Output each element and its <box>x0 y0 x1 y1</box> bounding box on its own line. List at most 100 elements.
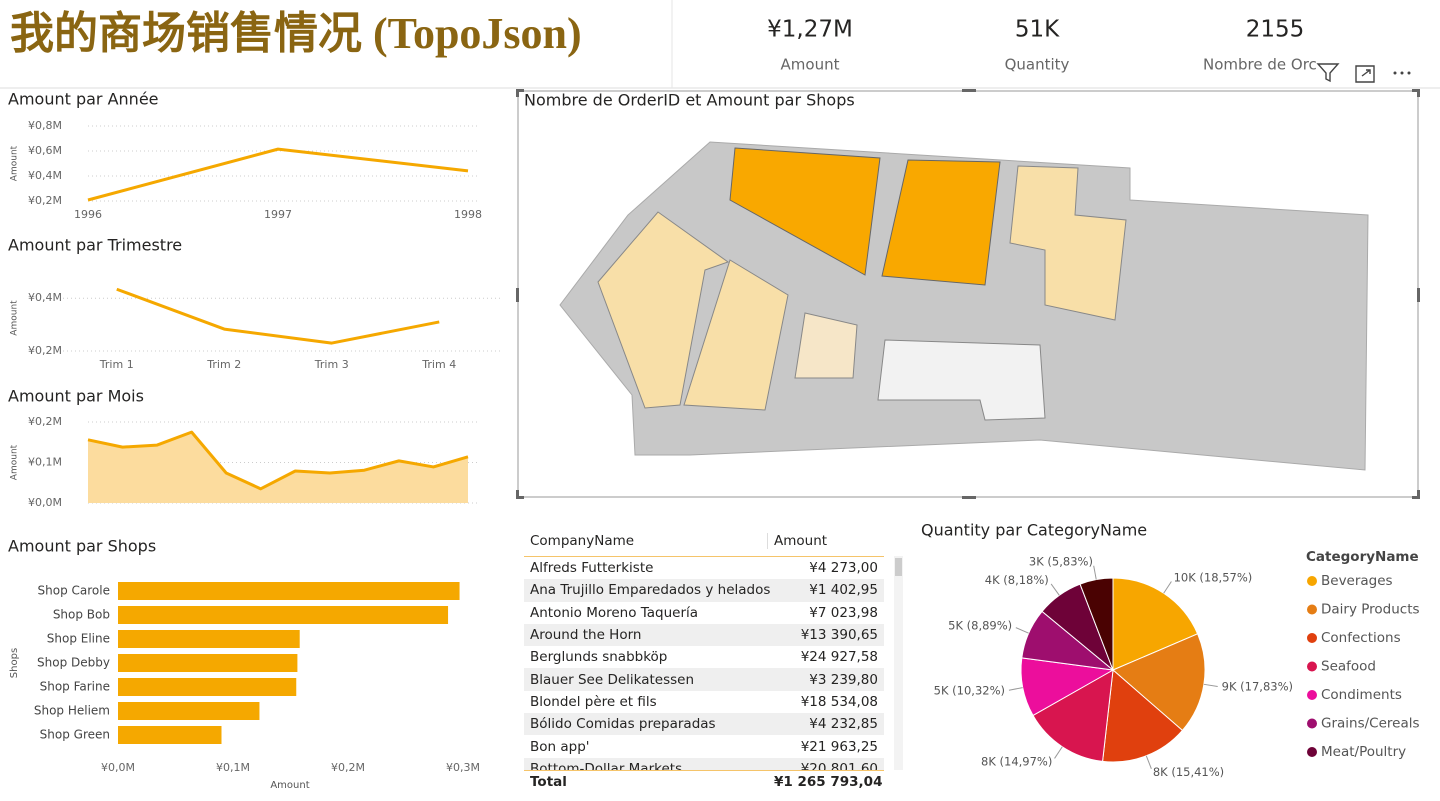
y-axis-label: Amount <box>10 300 20 336</box>
table-cell: Total <box>530 773 567 790</box>
chart-title: Amount par Trimestre <box>8 236 182 255</box>
legend-swatch <box>1307 747 1317 757</box>
x-tick-label: Trim 2 <box>206 358 241 371</box>
y-tick-label: ¥0,8M <box>28 119 62 132</box>
table-cell: Amount <box>767 532 884 549</box>
table-cell: Alfreds Futterkiste <box>530 560 654 577</box>
data-label: 10K (18,57%) <box>1174 571 1253 585</box>
y-tick-label: ¥0,2M <box>28 415 62 428</box>
shop-area[interactable] <box>1009 165 1127 321</box>
table-row: Berglunds snabbköp ¥24 927,58 <box>524 646 884 668</box>
table-row: Alfreds Futterkiste ¥4 273,00 <box>524 557 884 579</box>
legend-swatch <box>1307 576 1317 586</box>
focus-icon[interactable] <box>1355 65 1375 83</box>
y-tick-label: Shop Heliem <box>34 704 110 718</box>
x-tick-label: Trim 1 <box>99 358 134 371</box>
chart-title: Amount par Shops <box>8 537 156 556</box>
kpi-label: Amount <box>781 56 840 74</box>
line <box>87 147 469 202</box>
table: CompanyName Amount Alfreds Futterkiste ¥4 2… <box>524 525 884 793</box>
data-label: 8K (14,97%) <box>981 754 1052 768</box>
table-cell: ¥18 534,08 <box>800 693 878 710</box>
table-cell: ¥1 402,95 <box>809 582 878 599</box>
legend-swatch <box>1307 633 1317 643</box>
x-tick-label: 1996 <box>74 208 102 221</box>
x-tick-label: 1997 <box>264 208 292 221</box>
shop-area[interactable] <box>877 339 1046 421</box>
leader-line <box>1050 583 1060 596</box>
legend-label: Grains/Cereals <box>1321 716 1420 732</box>
y-tick-label: ¥0,2M <box>28 344 62 357</box>
table-cell: ¥3 239,80 <box>809 671 878 688</box>
y-tick-label: ¥0,1M <box>28 456 62 469</box>
table-cell: ¥24 927,58 <box>800 649 878 666</box>
y-tick-label: Shop Eline <box>47 632 110 646</box>
y-tick-label: ¥0,4M <box>28 291 62 304</box>
page-title: 我的商场销售情况 (TopoJson) <box>10 9 582 58</box>
pie-slice <box>1112 633 1206 732</box>
bar <box>118 678 297 696</box>
table-scrollbar[interactable] <box>894 556 903 770</box>
x-tick-label: ¥0,1M <box>216 761 250 774</box>
legend-label: Dairy Products <box>1321 602 1420 618</box>
visual-header-icons[interactable] <box>1316 63 1411 83</box>
x-tick-label: ¥0,0M <box>101 761 135 774</box>
data-label: 8K (15,41%) <box>1153 765 1224 779</box>
bar <box>118 654 298 672</box>
shop-area[interactable] <box>683 259 789 411</box>
shop-area[interactable] <box>794 312 858 379</box>
data-label: 5K (8,89%) <box>948 619 1012 633</box>
leader-line <box>1008 687 1023 691</box>
table-cell: ¥21 963,25 <box>800 738 878 755</box>
kpi-value: 2155 <box>1246 17 1305 43</box>
table-cell: Bólido Comidas preparadas <box>530 716 716 733</box>
table-cell: ¥4 273,00 <box>809 560 878 577</box>
table-cell: ¥4 232,85 <box>809 716 878 733</box>
table-row: Bon app' ¥21 963,25 <box>524 735 884 757</box>
table-row: Antonio Moreno Taquería ¥7 023,98 <box>524 602 884 624</box>
legend-swatch <box>1307 718 1317 729</box>
filter-icon[interactable] <box>1316 63 1340 83</box>
data-label: 4K (8,18%) <box>985 573 1049 587</box>
x-tick-label: Trim 3 <box>314 358 349 371</box>
table-row: Bottom-Dollar Markets ¥20 801,60 <box>524 757 884 772</box>
table-cell: Bottom-Dollar Markets <box>530 760 683 772</box>
header-band <box>0 0 1440 90</box>
table-cell: ¥13 390,65 <box>800 627 878 644</box>
table-row: Bólido Comidas preparadas ¥4 232,85 <box>524 713 884 736</box>
y-tick-label: Shop Debby <box>37 656 110 670</box>
scroll-thumb[interactable] <box>895 558 902 576</box>
table-cell: Berglunds snabbköp <box>530 649 668 666</box>
y-tick-label: ¥0,6M <box>28 144 62 157</box>
shop-area[interactable] <box>729 147 881 276</box>
legend-title: CategoryName <box>1306 549 1419 565</box>
table-row: Around the Horn ¥13 390,65 <box>524 623 884 647</box>
table-cell: CompanyName <box>530 532 635 549</box>
y-tick-label: ¥0,4M <box>28 169 62 182</box>
table-cell: Around the Horn <box>530 627 642 644</box>
leader-line <box>1015 627 1029 634</box>
legend-label: Seafood <box>1321 659 1376 675</box>
shop-area[interactable] <box>881 159 1001 286</box>
x-axis-label: Amount <box>270 780 309 791</box>
table-cell: Antonio Moreno Taquería <box>530 604 699 621</box>
shop-area[interactable] <box>597 211 730 409</box>
kpi-value: 51K <box>1015 17 1060 43</box>
data-label: 3K (5,83%) <box>1029 554 1093 568</box>
kpi-label: Nombre de Orc <box>1203 56 1317 74</box>
resize-handles <box>516 89 1420 499</box>
line <box>116 287 440 345</box>
table-row: Ana Trujillo Emparedados y helados ¥1 402… <box>524 579 884 602</box>
table-header: CompanyName Amount <box>524 525 884 557</box>
pie-slice <box>1032 669 1114 762</box>
table-total: Total ¥1 265 793,04 <box>524 769 884 793</box>
y-tick-label: Shop Bob <box>53 608 110 622</box>
more-icon[interactable] <box>1393 71 1411 75</box>
data-label: 5K (10,32%) <box>934 684 1005 698</box>
y-tick-label: Shop Carole <box>38 584 110 598</box>
table-cell: Blauer See Delikatessen <box>530 671 695 688</box>
chart-title: Amount par Année <box>8 90 159 109</box>
table-row: Blondel père et fils ¥18 534,08 <box>524 691 884 713</box>
